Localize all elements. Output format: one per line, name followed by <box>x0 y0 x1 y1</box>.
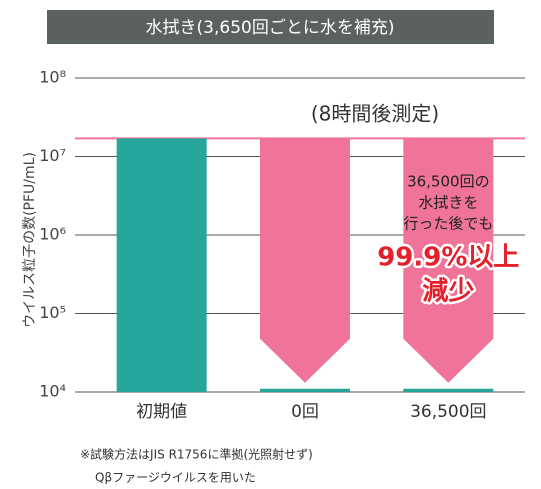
annotation: 36,500回の <box>407 173 490 191</box>
y-tick-label: 10⁶ <box>39 225 66 244</box>
bar <box>260 388 350 392</box>
x-tick-label: 初期値 <box>136 402 187 422</box>
annotation: 水拭きを <box>418 194 478 212</box>
chart-title: 水拭き(3,650回ごとに水を補充) <box>146 18 395 38</box>
bar <box>403 388 494 392</box>
highlight-annotation: 減少 <box>422 277 474 307</box>
annotation: 行った後でも <box>403 215 493 233</box>
annotation: (8時間後測定) <box>311 102 439 126</box>
footnote: Qβファージウイルスを用いた <box>95 471 256 485</box>
bar <box>116 138 207 392</box>
highlight-annotation: 99.9%以上 <box>377 243 519 273</box>
x-tick-label: 36,500回 <box>410 402 486 422</box>
reduction-arrow <box>403 138 494 383</box>
y-tick-label: 10⁴ <box>39 382 66 401</box>
title-bar <box>47 10 494 44</box>
y-axis-label: ウイルス粒子の数(PFU/mL) <box>22 152 38 328</box>
y-tick-label: 10⁸ <box>39 68 66 87</box>
footnote: ※試験方法はJIS R1756に準拠(光照射せず) <box>80 447 313 462</box>
reduction-arrow <box>260 138 350 383</box>
x-tick-label: 0回 <box>291 402 319 422</box>
y-tick-label: 10⁷ <box>39 146 66 165</box>
y-tick-label: 10⁵ <box>39 303 66 322</box>
